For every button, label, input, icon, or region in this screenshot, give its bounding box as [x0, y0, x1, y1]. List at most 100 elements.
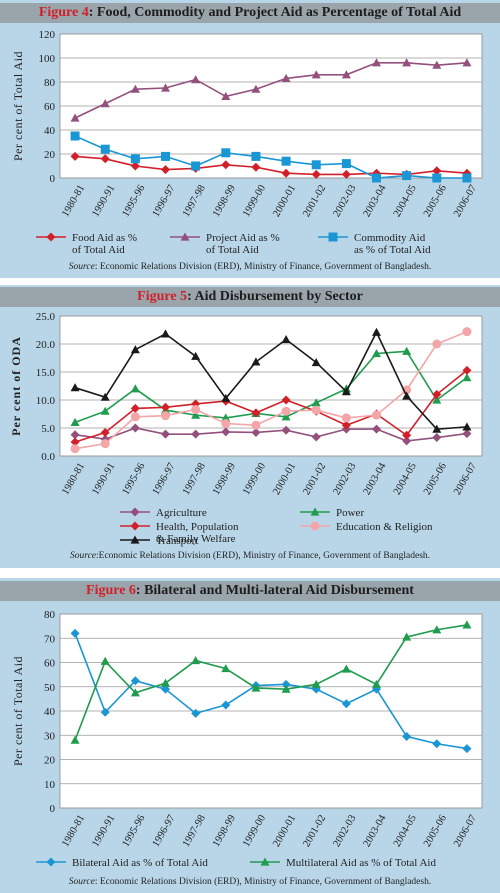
x-tick-label-0: 1996-97	[151, 183, 178, 219]
data-point-2-0	[191, 708, 201, 718]
series-line-2-0	[74, 633, 468, 750]
series-1-4	[70, 327, 472, 433]
x-tick-label-1: 1995-96	[120, 461, 147, 497]
series-0-2	[70, 131, 472, 183]
data-point-0-1	[432, 60, 442, 69]
legend-marker-1-0	[130, 507, 140, 517]
data-point-1-1	[130, 384, 140, 393]
data-point-1-4	[462, 422, 472, 431]
data-point-1-2	[130, 403, 140, 413]
y-axis-label-2: Per cent of Total Aid	[11, 656, 25, 766]
data-point-2-0	[462, 744, 472, 754]
data-point-1-4	[341, 387, 351, 396]
x-tick-label-0: 1980-81	[60, 183, 87, 219]
y-tick-label-1: 10.0	[36, 395, 56, 407]
data-point-0-1	[70, 113, 80, 122]
y-tick-label-1: 25.0	[36, 311, 56, 323]
x-tick-label-1: 2002-03	[331, 461, 358, 497]
y-tick-label-2: 70	[44, 633, 56, 645]
figure-6-label: Figure 6	[86, 583, 136, 598]
series-line-1-0	[74, 427, 468, 442]
legend-label-1-1: Power	[336, 507, 364, 519]
data-point-1-3	[462, 327, 472, 337]
data-point-2-0	[432, 739, 442, 749]
y-tick-label-1: 15.0	[36, 367, 56, 379]
data-point-1-3	[191, 405, 201, 415]
data-point-1-3	[70, 444, 80, 454]
figure-6-title: Figure 6: Bilateral and Multi-lateral Ai…	[0, 581, 500, 601]
data-point-1-2	[341, 420, 351, 430]
data-point-1-4	[432, 424, 442, 433]
series-2-1	[70, 620, 472, 744]
data-point-0-2	[372, 173, 381, 183]
data-point-0-1	[281, 73, 291, 82]
data-point-0-1	[161, 83, 170, 92]
x-tick-label-1: 2003-04	[362, 461, 389, 497]
data-point-2-1	[191, 656, 201, 665]
data-point-1-1	[372, 349, 381, 358]
data-point-0-1	[372, 58, 381, 67]
data-point-1-0	[432, 433, 442, 443]
legend-label-0-0: Food Aid as %	[72, 232, 137, 244]
y-tick-label-2: 80	[44, 609, 56, 621]
legend-marker-1-4	[130, 535, 140, 544]
x-tick-label-0: 2001-02	[301, 183, 328, 219]
data-point-1-4	[251, 357, 261, 366]
data-point-1-0	[70, 430, 80, 440]
plot-area-1	[59, 315, 483, 457]
y-axis-label-0: Per cent of Total Aid	[11, 51, 25, 161]
y-tick-label-0: 120	[39, 29, 56, 41]
x-tick-label-0: 1999-00	[241, 183, 268, 219]
data-point-2-1	[372, 679, 381, 688]
figure-5-title: Figure 5: Aid Disbursement by Sector	[0, 287, 500, 307]
data-point-1-0	[462, 429, 472, 439]
figure-6-source-text: : Economic Relations Division (ERD), Min…	[94, 877, 432, 887]
data-point-2-1	[402, 632, 412, 641]
figure-4-label: Figure 4	[38, 5, 89, 20]
series-0-1	[70, 58, 472, 122]
x-tick-label-2: 1995-96	[120, 813, 147, 849]
data-point-1-0	[191, 429, 201, 439]
series-line-1-1	[74, 350, 468, 424]
figure-5-source: Source:Economic Relations Division (ERD)…	[0, 551, 500, 561]
x-tick-label-1: 2006-07	[452, 461, 479, 497]
x-tick-label-1: 1999-00	[241, 461, 268, 497]
data-point-0-1	[311, 70, 321, 79]
x-tick-label-1: 2004-05	[392, 461, 419, 497]
figure-6-panel: Figure 6: Bilateral and Multi-lateral Ai…	[0, 578, 500, 893]
data-point-0-1	[402, 58, 412, 67]
y-tick-label-1: 5.0	[41, 423, 55, 435]
data-point-1-4	[402, 391, 412, 400]
data-point-1-1	[70, 417, 80, 426]
data-point-1-1	[221, 413, 231, 422]
data-point-1-4	[372, 327, 381, 336]
x-tick-label-2: 1990-91	[90, 813, 117, 849]
x-tick-label-0: 1998-99	[211, 183, 238, 219]
data-point-2-0	[341, 699, 351, 709]
y-tick-label-0: 0	[50, 173, 56, 185]
data-point-0-0	[341, 169, 351, 179]
data-point-0-2	[130, 154, 140, 164]
data-point-2-0	[221, 700, 231, 710]
data-point-1-4	[161, 329, 170, 338]
data-point-0-2	[432, 173, 442, 183]
data-point-1-2	[161, 402, 170, 412]
data-point-2-0	[311, 684, 321, 694]
y-tick-label-2: 10	[44, 779, 56, 791]
data-point-0-2	[281, 156, 291, 166]
x-tick-label-2: 1996-97	[151, 813, 178, 849]
figure-5-chart: 0.0 5.0 10.0 15.0 20.0 25.0 Per cent of ODA 198…	[9, 311, 483, 547]
legend-marker-0-2	[328, 232, 338, 242]
figure-5-label: Figure 5	[137, 289, 188, 304]
series-line-1-2	[74, 369, 468, 443]
x-tick-label-2: 2000-01	[271, 813, 298, 849]
y-tick-label-0: 60	[44, 101, 56, 113]
data-point-2-0	[100, 707, 110, 717]
legend-label-1-4: Transport	[156, 535, 198, 547]
x-tick-label-0: 2002-03	[331, 183, 358, 219]
data-point-2-1	[161, 678, 170, 687]
data-point-1-2	[100, 427, 110, 437]
legend-label-0-2: as % of Total Aid	[354, 244, 431, 256]
data-point-2-0	[402, 731, 412, 741]
y-tick-label-2: 40	[44, 706, 56, 718]
